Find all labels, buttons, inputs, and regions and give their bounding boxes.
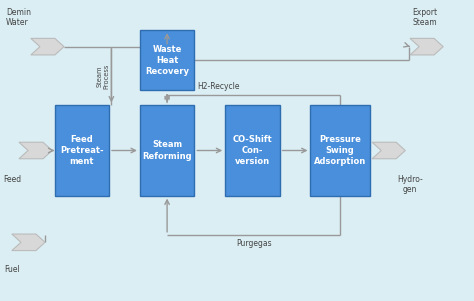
- Polygon shape: [19, 142, 52, 159]
- Text: Feed
Pretreat-
ment: Feed Pretreat- ment: [60, 135, 104, 166]
- Polygon shape: [410, 38, 443, 55]
- FancyBboxPatch shape: [55, 105, 109, 196]
- Text: Demin
Water: Demin Water: [6, 8, 31, 27]
- Text: Purgegas: Purgegas: [236, 239, 272, 248]
- Text: Steam
Reforming: Steam Reforming: [142, 141, 192, 160]
- Text: Export
Steam: Export Steam: [412, 8, 438, 27]
- Text: Steam
Process: Steam Process: [96, 63, 109, 89]
- FancyBboxPatch shape: [140, 30, 194, 90]
- FancyBboxPatch shape: [225, 105, 280, 196]
- Text: Hydro-
gen: Hydro- gen: [397, 175, 423, 194]
- Polygon shape: [31, 38, 64, 55]
- Text: CO-Shift
Con-
version: CO-Shift Con- version: [233, 135, 272, 166]
- Text: H2-Recycle: H2-Recycle: [197, 82, 239, 91]
- Polygon shape: [12, 234, 45, 250]
- FancyBboxPatch shape: [310, 105, 370, 196]
- Text: Pressure
Swing
Adsorption: Pressure Swing Adsorption: [314, 135, 366, 166]
- FancyBboxPatch shape: [140, 105, 194, 196]
- Text: Fuel: Fuel: [4, 265, 20, 274]
- Polygon shape: [372, 142, 405, 159]
- Text: Feed: Feed: [3, 175, 21, 184]
- Text: Waste
Heat
Recovery: Waste Heat Recovery: [145, 45, 189, 76]
